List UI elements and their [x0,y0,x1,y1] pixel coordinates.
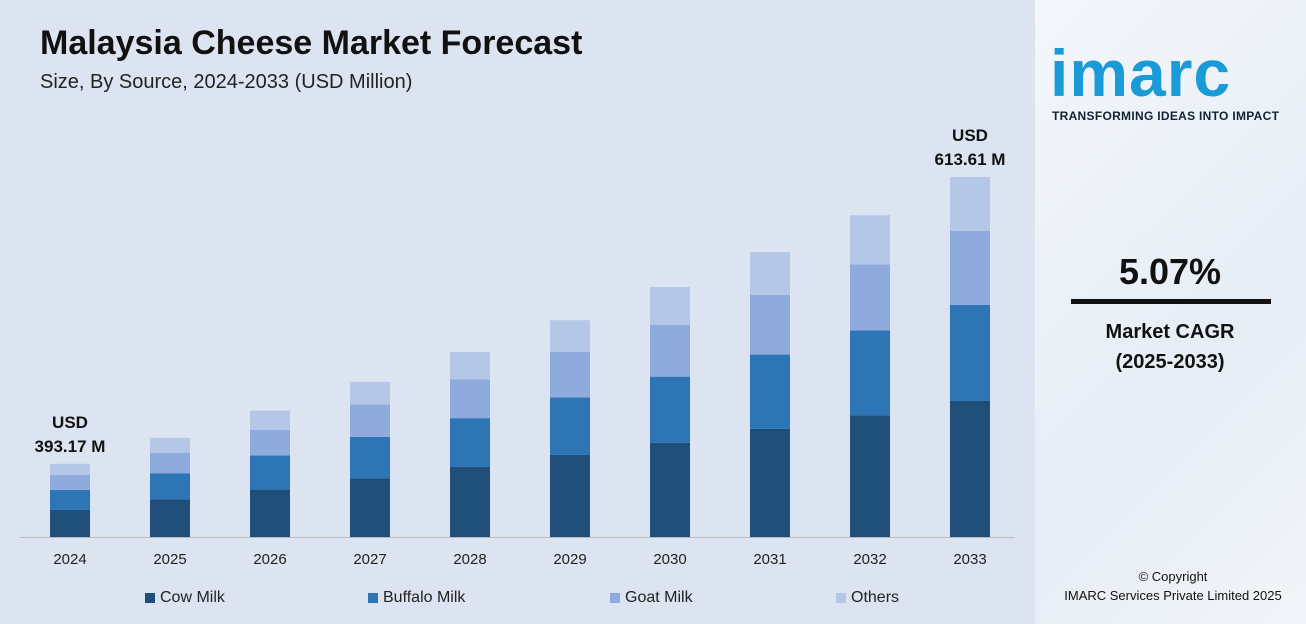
bar-cow-milk-2031 [750,428,790,537]
brand-panel [1035,0,1306,624]
bar-goat-milk-2032 [850,264,890,331]
bar-cow-milk-2026 [250,489,290,537]
first-total-label-line2: 393.17 M [35,437,106,456]
legend-swatch [836,592,846,603]
cagr-label: Market CAGR [1105,321,1235,343]
bar-cow-milk-2028 [450,466,490,537]
legend-swatch [610,592,620,603]
x-tick-label: 2028 [453,551,486,568]
bar-buffalo-milk-2030 [650,376,690,443]
bar-goat-milk-2024 [50,474,90,490]
first-total-label-line1: USD [52,413,88,432]
legend-cow-milk: Cow Milk [145,588,225,607]
bar-goat-milk-2033 [950,230,990,305]
x-tick-label: 2033 [953,551,986,568]
legend-label: Goat Milk [625,589,693,606]
bar-others-2030 [650,287,690,325]
last-total-label-line2: 613.61 M [935,150,1006,169]
bar-goat-milk-2029 [550,352,590,398]
legend-label: Buffalo Milk [383,589,466,606]
bar-others-2032 [850,215,890,265]
bar-buffalo-milk-2027 [350,436,390,479]
legend-swatch [145,592,155,603]
bar-buffalo-milk-2032 [850,330,890,416]
x-tick-label: 2024 [53,551,86,568]
legend-buffalo-milk: Buffalo Milk [368,588,465,607]
bar-others-2027 [350,381,390,405]
bar-goat-milk-2025 [150,452,190,474]
bar-goat-milk-2030 [650,324,690,377]
x-tick-label: 2025 [153,551,186,568]
legend-others: Others [836,588,899,607]
x-tick-label: 2032 [853,551,886,568]
x-tick-label: 2027 [353,551,386,568]
x-tick-label: 2026 [253,551,286,568]
bar-cow-milk-2032 [850,415,890,537]
bar-goat-milk-2031 [750,294,790,355]
bar-buffalo-milk-2029 [550,397,590,455]
bar-others-2025 [150,437,190,453]
x-tick-label: 2031 [753,551,786,568]
bar-others-2029 [550,320,590,353]
bar-cow-milk-2024 [50,509,90,537]
bar-others-2033 [950,176,990,231]
imarc-logo: imarc [1050,36,1232,110]
bar-buffalo-milk-2028 [450,418,490,467]
copyright-line2: IMARC Services Private Limited 2025 [1064,588,1282,603]
bar-goat-milk-2026 [250,430,290,456]
bar-goat-milk-2027 [350,404,390,437]
bar-buffalo-milk-2031 [750,354,790,429]
bar-cow-milk-2027 [350,478,390,537]
stacked-bar-chart: 2024 2025 2026 2027 2028 2029 2030 2031 2032 2033… [20,126,1015,568]
x-tick-label: 2029 [553,551,586,568]
legend-label: Others [851,589,900,606]
last-total-label-line1: USD [952,126,988,145]
bar-buffalo-milk-2026 [250,455,290,490]
cagr-divider [1071,299,1271,304]
cagr-value: 5.07% [1118,251,1222,292]
bar-goat-milk-2028 [450,379,490,419]
bar-others-2026 [250,410,290,431]
legend-goat-milk: Goat Milk [610,588,693,607]
legend-label: Cow Milk [160,589,225,606]
copyright-line1: © Copyright [1138,569,1208,584]
legend-swatch [368,592,378,603]
bar-cow-milk-2030 [650,442,690,537]
bar-cow-milk-2033 [950,400,990,537]
bar-cow-milk-2029 [550,454,590,537]
cagr-period: (2025-2033) [1115,351,1225,373]
bar-buffalo-milk-2033 [950,304,990,401]
bar-others-2028 [450,351,490,380]
chart-subtitle: Size, By Source, 2024-2033 (USD Million) [40,71,413,93]
x-tick-label: 2030 [653,551,686,568]
bar-cow-milk-2025 [150,499,190,537]
bar-buffalo-milk-2024 [50,489,90,510]
brand-tagline: TRANSFORMING IDEAS INTO IMPACT [1052,109,1280,123]
bar-others-2031 [750,252,790,295]
bar-buffalo-milk-2025 [150,473,190,500]
bar-others-2024 [50,463,90,475]
chart-title: Malaysia Cheese Market Forecast [40,24,583,62]
